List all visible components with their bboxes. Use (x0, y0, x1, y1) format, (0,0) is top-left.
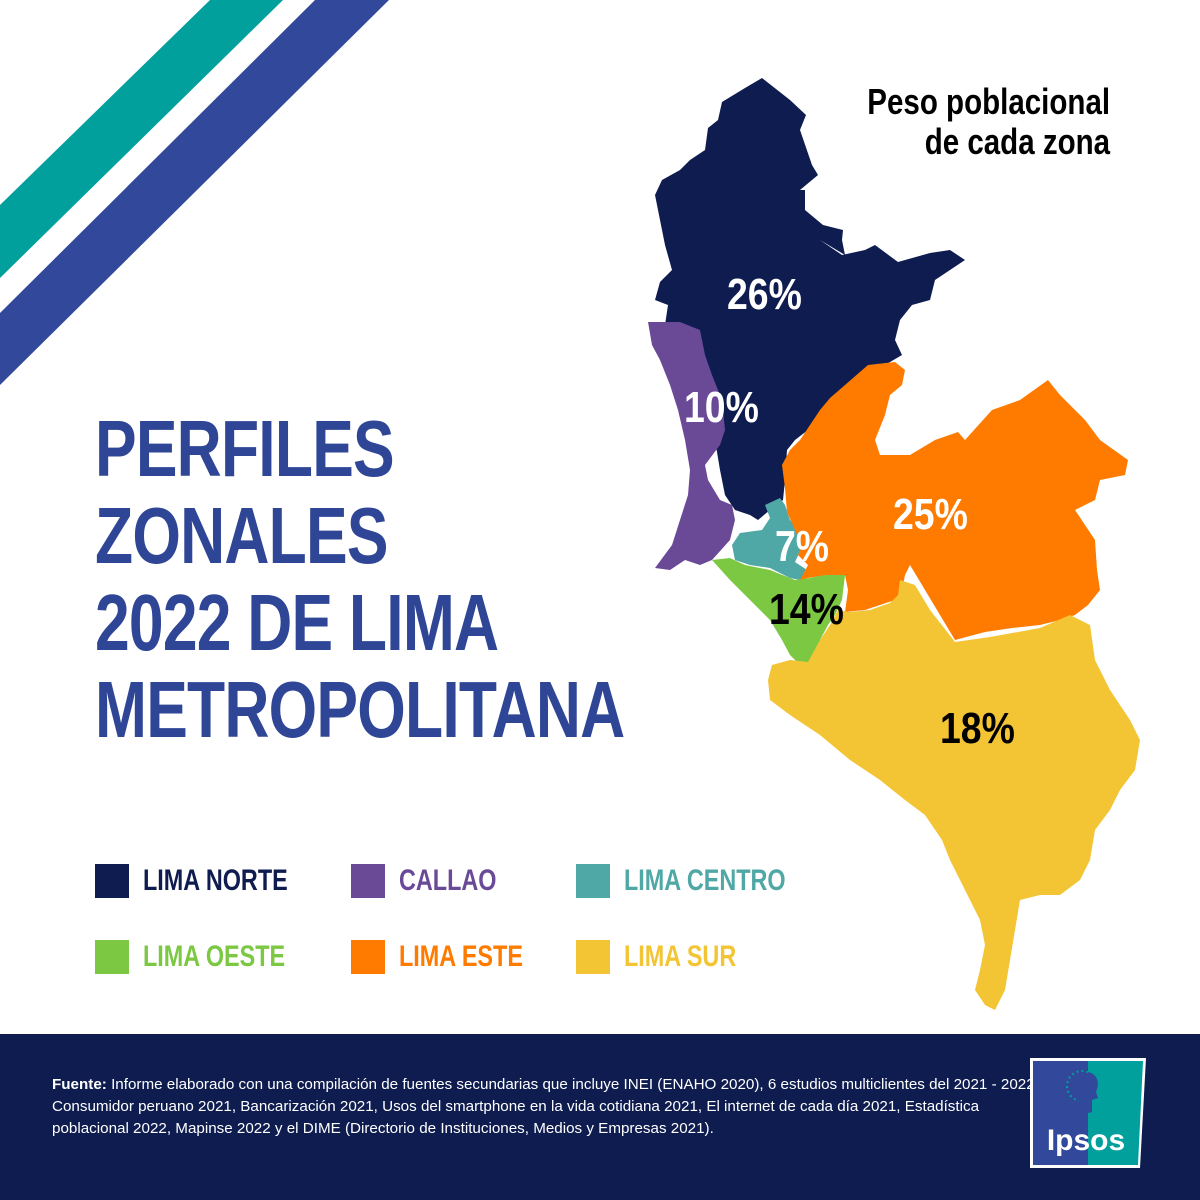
percent-lima-centro: 7% (775, 522, 830, 571)
title-line-1: PERFILES (95, 404, 395, 493)
percent-callao: 10% (684, 383, 759, 432)
legend-item-lima-norte: LIMA NORTE (95, 864, 329, 898)
legend-item-callao: CALLAO (351, 864, 524, 898)
legend-swatch (95, 864, 129, 898)
percent-lima-oeste: 14% (769, 585, 844, 634)
map-caption: Peso poblacional de cada zona (867, 82, 1110, 162)
legend-label: LIMA OESTE (143, 940, 286, 973)
zone-lima-sur[interactable] (768, 580, 1140, 1010)
zone-lima-norte[interactable] (655, 78, 965, 520)
legend-label: CALLAO (399, 864, 497, 897)
legend-label: LIMA NORTE (143, 864, 288, 897)
zone-lima-oeste[interactable] (712, 558, 845, 665)
legend-item-lima-este: LIMA ESTE (351, 940, 558, 974)
legend-label: LIMA ESTE (399, 940, 523, 973)
legend-label: LIMA CENTRO (624, 864, 786, 897)
percent-lima-norte: 26% (727, 270, 802, 319)
legend-swatch (351, 864, 385, 898)
source-label: Fuente: (52, 1076, 107, 1093)
source-text: Informe elaborado con una compilación de… (52, 1076, 1039, 1137)
zone-lima-este[interactable] (782, 362, 1128, 640)
legend-swatch (576, 940, 610, 974)
percent-lima-este: 25% (893, 490, 968, 539)
page-title: PERFILES ZONALES 2022 DE LIMA METROPOLIT… (95, 404, 625, 754)
legend-item-lima-centro: LIMA CENTRO (576, 864, 831, 898)
legend-item-lima-oeste: LIMA OESTE (95, 940, 325, 974)
teal-stripe (0, 0, 283, 278)
title-line-3: 2022 DE LIMA (95, 578, 499, 667)
legend-label: LIMA SUR (624, 940, 737, 973)
zone-lima-centro[interactable] (732, 498, 810, 580)
title-line-2: ZONALES (95, 491, 388, 580)
ipsos-logo: Ipsos (1030, 1058, 1146, 1168)
title-line-4: METROPOLITANA (95, 665, 625, 754)
zone-callao[interactable] (648, 322, 735, 570)
lima-zones-map (648, 78, 1140, 1010)
source-note: Fuente: Informe elaborado con una compil… (52, 1074, 1052, 1140)
legend-item-lima-sur: LIMA SUR (576, 940, 768, 974)
legend-swatch (95, 940, 129, 974)
legend-swatch (351, 940, 385, 974)
footer: Fuente: Informe elaborado con una compil… (0, 1034, 1200, 1200)
decorative-stripes (0, 0, 389, 385)
head-silhouette-icon (1066, 1070, 1098, 1116)
blue-stripe (0, 0, 389, 385)
legend-swatch (576, 864, 610, 898)
map-caption-line-2: de cada zona (924, 121, 1110, 162)
percent-lima-sur: 18% (940, 704, 1015, 753)
map-caption-line-1: Peso poblacional (867, 81, 1110, 122)
logo-text: Ipsos (1047, 1124, 1125, 1157)
